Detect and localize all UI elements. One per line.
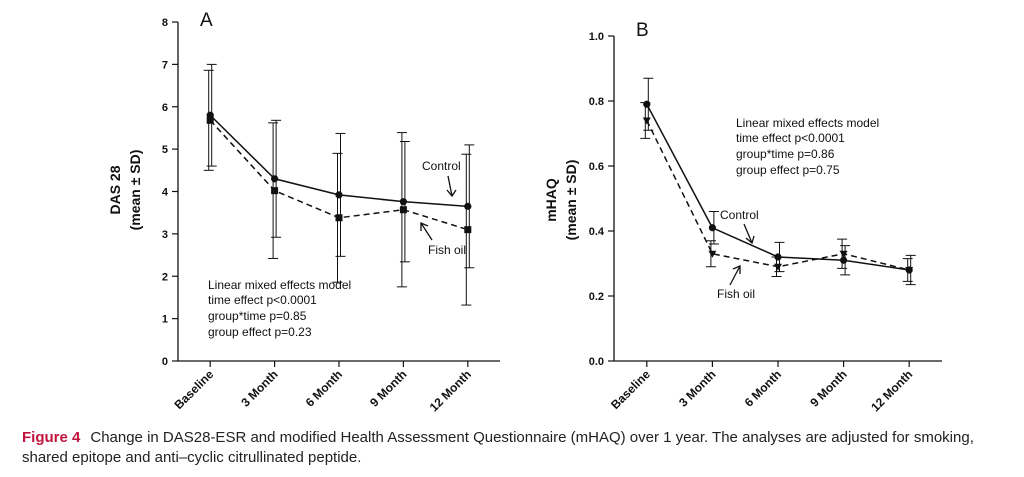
figure: A 0 1 2 3 4 5 6 7 8 Baseline 3 Month 6 Month 9 Month… <box>107 10 942 414</box>
y-tick-label: 0 <box>162 356 168 368</box>
panel-b-marks <box>640 77 916 286</box>
x-tick-label: 6 Month <box>303 367 345 409</box>
data-point <box>905 267 914 274</box>
data-point <box>335 191 343 199</box>
data-point <box>335 214 343 222</box>
stats-line: Linear mixed effects model <box>208 278 351 292</box>
stats-line: time effect p<0.0001 <box>736 131 845 145</box>
caption-text: Change in DAS28-ESR and modified Health … <box>22 429 974 466</box>
panel-a-label-fish-oil: Fish oil <box>428 243 466 257</box>
y-tick-label: 2 <box>162 271 168 283</box>
data-point <box>399 206 407 214</box>
stats-line: time effect p<0.0001 <box>208 293 317 307</box>
panel-b-mhaq-chart: B 0.0 0.2 0.4 0.6 0.8 1.0 Baseline 3 Month 6 Mon… <box>543 20 942 414</box>
x-tick-label: 6 Month <box>742 367 784 409</box>
panel-b-stats-annotation: Linear mixed effects model time effect p… <box>736 116 879 177</box>
x-tick-label: 3 Month <box>676 367 718 409</box>
y-tick-label: 1.0 <box>589 31 604 43</box>
stats-line: Linear mixed effects model <box>736 116 879 130</box>
y-tick-label: 6 <box>162 102 168 114</box>
panel-a-letter: A <box>200 10 213 31</box>
y-tick-label: 4 <box>162 187 169 199</box>
panel-b-label-control: Control <box>720 208 759 222</box>
data-point <box>271 175 279 183</box>
y-tick-label: 5 <box>162 144 168 156</box>
panel-b-arrow-fish-oil <box>729 265 741 286</box>
panel-a-das28-chart: A 0 1 2 3 4 5 6 7 8 Baseline 3 Month 6 Month 9 Month… <box>107 10 500 414</box>
y-tick-label: 0.8 <box>589 96 604 108</box>
y-tick-label: 0.4 <box>589 226 605 238</box>
panel-a-ylabel: DAS 28 <box>107 165 123 214</box>
panel-a-label-control: Control <box>422 159 461 173</box>
y-tick-label: 0.0 <box>589 356 604 368</box>
panel-b-label-fish-oil: Fish oil <box>717 287 755 301</box>
stats-line: group*time p=0.86 <box>736 147 835 161</box>
y-tick-label: 7 <box>162 59 168 71</box>
figure-caption: Figure 4 Change in DAS28-ESR and modified… <box>22 428 1012 468</box>
y-tick-label: 8 <box>162 17 168 29</box>
panel-b-arrow-control <box>743 223 755 245</box>
panel-b-ylabel: mHAQ <box>543 178 559 222</box>
y-tick-label: 0.2 <box>589 291 604 303</box>
y-tick-label: 3 <box>162 229 168 241</box>
data-point <box>643 100 651 108</box>
x-tick-label: 9 Month <box>807 367 849 409</box>
stats-line: group effect p=0.23 <box>208 325 312 339</box>
x-tick-label: 3 Month <box>238 367 280 409</box>
panel-a-axes: 0 1 2 3 4 5 6 7 8 Baseline 3 Month 6 Month 9 Month 12… <box>162 17 500 414</box>
data-point <box>464 226 472 234</box>
data-point <box>708 250 717 258</box>
data-point <box>206 116 214 124</box>
panel-a-arrow-fish-oil <box>420 222 433 241</box>
data-point <box>271 187 279 195</box>
x-tick-label: Baseline <box>608 367 653 412</box>
data-point <box>464 202 472 210</box>
stats-line: group effect p=0.75 <box>736 163 840 177</box>
panel-a-arrow-control <box>446 175 457 198</box>
figure-label: Figure 4 <box>22 429 81 446</box>
data-point <box>708 224 717 232</box>
panel-a-stats-annotation: Linear mixed effects model time effect p… <box>208 278 351 339</box>
panel-b-ylabel-unit: (mean ± SD) <box>563 160 579 241</box>
x-tick-label: 12 Month <box>868 367 915 414</box>
stats-line: group*time p=0.85 <box>208 309 307 323</box>
series-line-fish-oil <box>209 119 469 231</box>
panel-b-axes: 0.0 0.2 0.4 0.6 0.8 1.0 Baseline 3 Month 6 Month… <box>589 31 942 414</box>
x-tick-label: 9 Month <box>367 367 409 409</box>
y-tick-label: 0.6 <box>589 161 604 173</box>
panel-a-ylabel-unit: (mean ± SD) <box>127 150 143 231</box>
panel-b-letter: B <box>636 20 649 41</box>
data-point <box>399 198 407 206</box>
x-tick-label: Baseline <box>172 367 217 412</box>
data-point <box>774 263 782 271</box>
data-point <box>839 250 848 258</box>
data-point <box>642 117 651 125</box>
panel-a-marks <box>203 63 475 306</box>
y-tick-label: 1 <box>162 314 168 326</box>
x-tick-label: 12 Month <box>427 367 474 414</box>
